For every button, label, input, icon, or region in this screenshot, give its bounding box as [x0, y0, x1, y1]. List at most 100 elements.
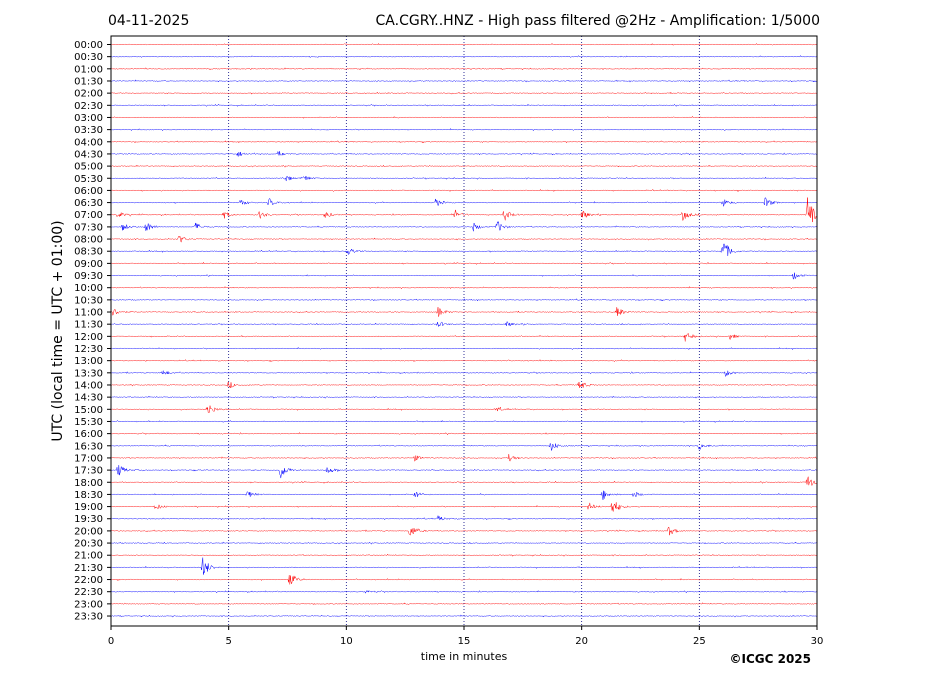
- trace-row-05:00: [110, 164, 817, 168]
- trace-row-05:30: [110, 175, 817, 182]
- trace-row-21:30: [110, 557, 817, 575]
- row-label-07:00: 07:00: [74, 210, 103, 221]
- trace-row-04:00: [110, 140, 817, 144]
- trace-row-01:30: [110, 79, 817, 83]
- row-label-10:00: 10:00: [74, 283, 103, 294]
- row-label-19:30: 19:30: [74, 514, 103, 525]
- row-label-05:00: 05:00: [74, 162, 103, 173]
- x-tick-label-10: 10: [340, 636, 353, 647]
- row-label-15:00: 15:00: [74, 405, 103, 416]
- trace-row-17:30: [110, 465, 817, 479]
- row-label-16:30: 16:30: [74, 441, 103, 452]
- row-label-12:30: 12:30: [74, 344, 103, 355]
- trace-row-19:30: [110, 515, 817, 521]
- date-label: 04-11-2025: [108, 13, 189, 29]
- plot-frame: [110, 35, 818, 627]
- trace-row-15:00: [110, 405, 817, 413]
- trace-row-01:00: [110, 67, 817, 71]
- row-label-00:00: 00:00: [74, 40, 103, 51]
- trace-row-14:00: [110, 381, 817, 389]
- trace-row-12:30: [110, 346, 817, 351]
- row-label-10:30: 10:30: [74, 295, 103, 306]
- trace-row-17:00: [110, 454, 817, 462]
- trace-row-08:30: [110, 243, 817, 256]
- chart-title: CA.CGRY..HNZ - High pass filtered @2Hz -…: [376, 13, 820, 29]
- row-label-01:30: 01:30: [74, 76, 103, 87]
- row-label-03:30: 03:30: [74, 125, 103, 136]
- trace-row-23:30: [110, 614, 817, 618]
- row-label-16:00: 16:00: [74, 429, 103, 440]
- row-label-19:00: 19:00: [74, 502, 103, 513]
- row-label-21:30: 21:30: [74, 563, 103, 574]
- trace-row-16:00: [110, 431, 817, 436]
- trace-row-22:30: [110, 590, 817, 594]
- row-label-11:30: 11:30: [74, 320, 103, 331]
- trace-row-15:30: [110, 419, 817, 424]
- trace-row-10:30: [110, 298, 817, 302]
- row-label-23:30: 23:30: [74, 612, 103, 623]
- trace-row-23:00: [110, 602, 817, 606]
- trace-row-20:00: [110, 526, 817, 536]
- x-tick-label-0: 0: [108, 636, 114, 647]
- row-label-20:00: 20:00: [74, 526, 103, 537]
- trace-row-21:00: [110, 553, 817, 557]
- trace-row-22:00: [110, 575, 817, 585]
- x-tick-label-15: 15: [458, 636, 471, 647]
- x-tick-label-20: 20: [575, 636, 588, 647]
- trace-row-19:00: [110, 502, 817, 512]
- x-tick-label-30: 30: [811, 636, 824, 647]
- row-label-18:30: 18:30: [74, 490, 103, 501]
- trace-row-10:00: [110, 285, 817, 290]
- row-label-08:30: 08:30: [74, 247, 103, 258]
- x-tick-label-5: 5: [225, 636, 231, 647]
- trace-row-02:30: [110, 103, 817, 107]
- row-label-09:00: 09:00: [74, 259, 103, 270]
- row-label-14:00: 14:00: [74, 380, 103, 391]
- trace-row-20:30: [110, 541, 817, 545]
- row-label-06:30: 06:30: [74, 198, 103, 209]
- trace-row-07:00: [110, 197, 817, 223]
- row-label-01:00: 01:00: [74, 64, 103, 75]
- trace-row-06:30: [110, 197, 817, 207]
- row-label-15:30: 15:30: [74, 417, 103, 428]
- trace-row-03:30: [110, 127, 817, 132]
- trace-row-00:00: [110, 42, 817, 46]
- row-label-22:30: 22:30: [74, 587, 103, 598]
- row-label-23:00: 23:00: [74, 599, 103, 610]
- row-label-00:30: 00:30: [74, 52, 103, 63]
- trace-row-06:00: [110, 188, 817, 193]
- row-label-02:00: 02:00: [74, 89, 103, 100]
- row-label-11:00: 11:00: [74, 308, 103, 319]
- vertical-grid: [228, 36, 700, 626]
- trace-row-00:30: [110, 54, 817, 59]
- trace-row-02:00: [110, 91, 817, 95]
- row-label-20:30: 20:30: [74, 539, 103, 550]
- row-label-07:30: 07:30: [74, 222, 103, 233]
- row-label-03:00: 03:00: [74, 113, 103, 124]
- row-label-06:00: 06:00: [74, 186, 103, 197]
- row-label-17:00: 17:00: [74, 453, 103, 464]
- trace-row-07:30: [110, 220, 817, 232]
- x-axis-label: time in minutes: [421, 650, 508, 663]
- x-tick-label-25: 25: [693, 636, 706, 647]
- row-label-09:30: 09:30: [74, 271, 103, 282]
- trace-row-09:00: [110, 261, 817, 265]
- trace-row-12:00: [110, 332, 817, 342]
- x-axis-ticks: 0 5 10 15 20 25 30: [108, 626, 824, 647]
- row-label-17:30: 17:30: [74, 466, 103, 477]
- row-label-02:30: 02:30: [74, 101, 103, 112]
- trace-row-16:30: [110, 442, 817, 452]
- row-label-13:30: 13:30: [74, 368, 103, 379]
- trace-row-04:30: [110, 151, 817, 157]
- trace-row-14:30: [110, 395, 817, 399]
- trace-row-18:00: [110, 476, 817, 487]
- copyright-label: ©ICGC 2025: [729, 652, 811, 666]
- trace-row-09:30: [110, 272, 817, 280]
- trace-row-13:30: [110, 370, 817, 377]
- y-axis-label: UTC (local time = UTC + 01:00): [50, 220, 66, 441]
- row-label-05:30: 05:30: [74, 174, 103, 185]
- trace-row-08:00: [110, 235, 817, 244]
- row-label-13:00: 13:00: [74, 356, 103, 367]
